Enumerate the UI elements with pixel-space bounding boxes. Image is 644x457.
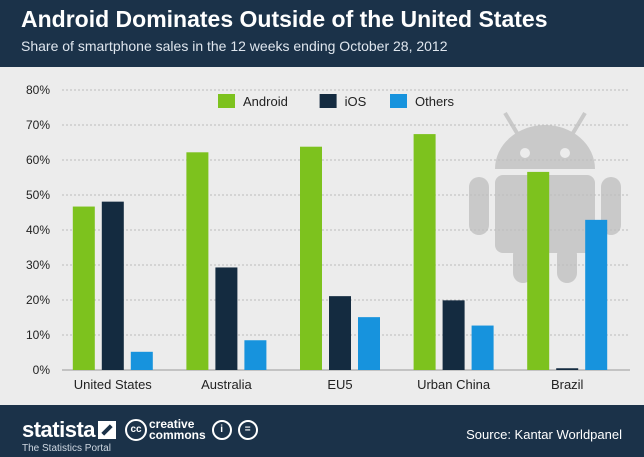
- y-tick-label: 30%: [26, 258, 50, 272]
- source-note: Source: Kantar Worldpanel: [466, 427, 622, 442]
- license-text-top: creative: [149, 417, 195, 431]
- y-tick-label: 0%: [33, 363, 51, 377]
- bar-android-eu5: [300, 146, 322, 370]
- bar-android-urban-china: [413, 134, 436, 370]
- legend-swatch-android: [218, 94, 235, 108]
- legend-label-others: Others: [415, 94, 455, 109]
- bar-others-brazil: [585, 219, 608, 370]
- x-tick-label: EU5: [327, 377, 352, 392]
- brand-name: statista: [22, 417, 96, 442]
- license-text-bottom: commons: [149, 428, 206, 442]
- statista-logo: statista: [22, 417, 117, 443]
- statista-logo-icon: [98, 421, 117, 439]
- legend-label-ios: iOS: [345, 94, 367, 109]
- footer-banner: statista The Statistics Portal cc creativ…: [0, 405, 644, 457]
- header-banner: Android Dominates Outside of the United …: [0, 0, 644, 67]
- bar-others-united-states: [130, 351, 153, 370]
- bar-ios-eu5: [329, 296, 351, 370]
- bar-others-australia: [244, 340, 267, 370]
- x-tick-label: Brazil: [551, 377, 584, 392]
- y-tick-label: 20%: [26, 293, 50, 307]
- creative-commons-icon: cc: [125, 419, 147, 441]
- x-tick-label: United States: [74, 377, 153, 392]
- creative-commons-license: cc creative commons i =: [125, 417, 258, 445]
- bar-others-eu5: [358, 317, 380, 370]
- bar-ios-brazil: [556, 368, 579, 370]
- y-tick-label: 70%: [26, 118, 50, 132]
- bar-ios-urban-china: [442, 300, 465, 370]
- bar-android-united-states: [72, 206, 95, 370]
- license-text: creative commons: [149, 417, 206, 442]
- x-tick-label: Australia: [201, 377, 252, 392]
- no-derivatives-icon: =: [237, 420, 258, 440]
- attribution-icon: i: [211, 420, 232, 440]
- chart-title: Android Dominates Outside of the United …: [21, 6, 548, 32]
- chart-subtitle: Share of smartphone sales in the 12 week…: [21, 38, 448, 54]
- y-tick-label: 80%: [26, 83, 50, 97]
- bar-others-urban-china: [471, 325, 494, 370]
- bar-chart: 0% 10% 20% 30% 40% 50% 60% 70% 80% United States A…: [26, 83, 630, 392]
- bar-android-australia: [186, 152, 209, 370]
- plot-area: 0% 10% 20% 30% 40% 50% 60% 70% 80% United States A…: [0, 67, 644, 405]
- legend-swatch-others: [390, 94, 407, 108]
- x-tick-label: Urban China: [417, 377, 491, 392]
- y-tick-label: 60%: [26, 153, 50, 167]
- legend-swatch-ios: [319, 94, 337, 108]
- y-tick-label: 10%: [26, 328, 50, 342]
- brand-tagline: The Statistics Portal: [22, 443, 111, 454]
- bar-ios-united-states: [101, 201, 124, 370]
- bar-android-brazil: [527, 171, 550, 370]
- legend-label-android: Android: [243, 94, 288, 109]
- y-tick-label: 40%: [26, 223, 50, 237]
- bar-ios-australia: [215, 267, 238, 370]
- y-tick-label: 50%: [26, 188, 50, 202]
